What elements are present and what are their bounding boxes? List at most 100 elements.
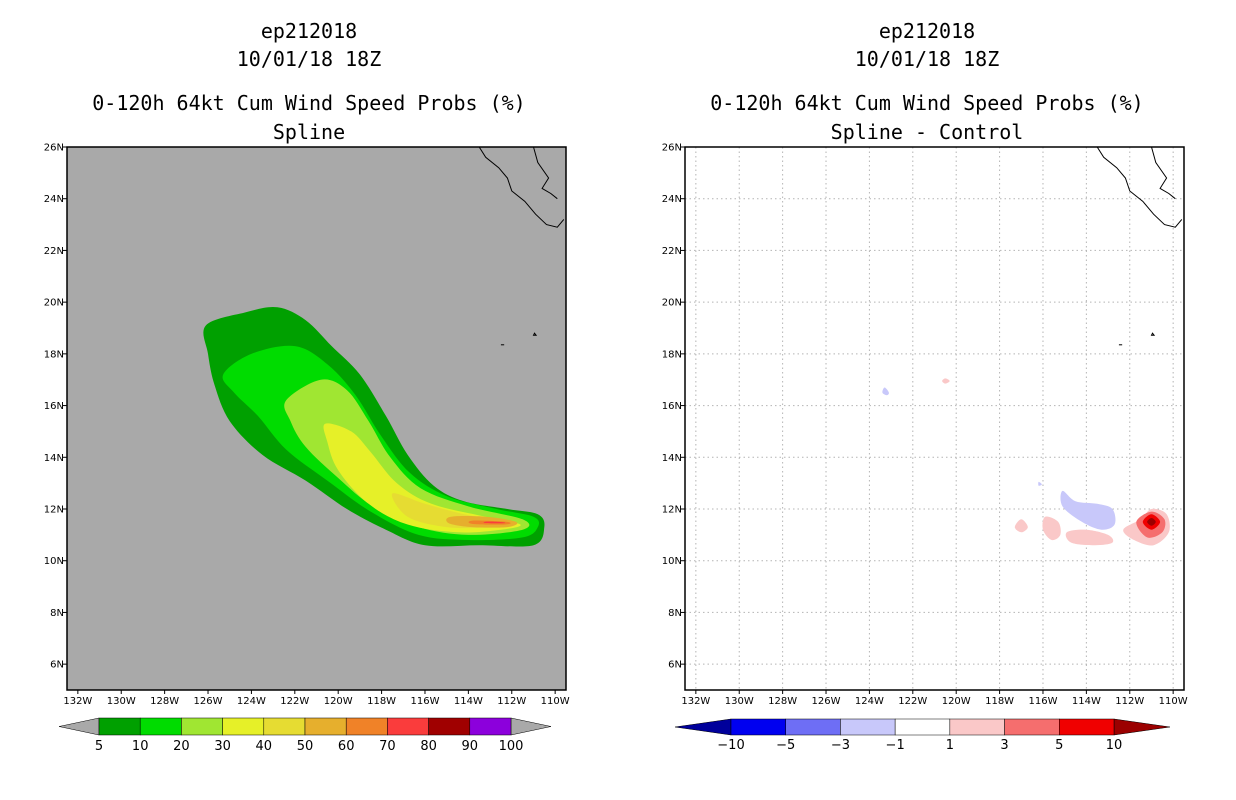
- y-tick-label-8N: 8N: [50, 608, 64, 619]
- contour--1-1: [882, 387, 889, 396]
- colorbar-label-4: 1: [946, 738, 954, 753]
- colorbar-label-4: 40: [256, 739, 273, 754]
- left-coastline: [478, 147, 565, 346]
- y-tick-label-26N: 26N: [44, 143, 64, 154]
- left-map: [67, 147, 566, 690]
- y-tick-label-6N: 6N: [50, 660, 64, 671]
- x-tick-label-114W: 114W: [454, 696, 483, 707]
- y-tick-label-6N: 6N: [668, 660, 682, 671]
- colorbar-swatch-7: [1059, 718, 1115, 736]
- left-map-frame: [66, 146, 567, 691]
- colorbar-swatch-0: [98, 717, 141, 736]
- y-tick-label-20N: 20N: [44, 298, 64, 309]
- colorbar-label-3: 30: [214, 739, 231, 754]
- right-colorbar: −10 −5 −3 −1 1 3 5 10: [674, 718, 1171, 753]
- y-tick-label-8N: 8N: [668, 608, 682, 619]
- left-subtitle: Spline: [273, 120, 345, 144]
- colorbar-swatch-4: [263, 717, 306, 736]
- contour-1-4: [1042, 516, 1061, 541]
- x-tick-label-118W: 118W: [367, 696, 396, 707]
- colorbar-label-6: 60: [338, 739, 355, 754]
- left-colorbar: 5 10 20 30 40 50 60 70 80 90 100: [58, 717, 552, 754]
- right-title: 0-120h 64kt Cum Wind Speed Probs (%): [710, 91, 1143, 115]
- x-tick-label-120W: 120W: [324, 696, 353, 707]
- contour-1-5: [1065, 529, 1114, 546]
- right-x-ticks: 132W 130W 128W 126W 124W 122W 120W 118W 116W 114W…: [681, 690, 1188, 707]
- colorbar-label-6: 5: [1055, 738, 1063, 753]
- y-tick-label-22N: 22N: [662, 246, 682, 257]
- x-tick-label-122W: 122W: [898, 696, 927, 707]
- y-tick-label-22N: 22N: [44, 246, 64, 257]
- colorbar-swatch-6: [345, 717, 388, 736]
- colorbar-label-7: 10: [1106, 738, 1123, 753]
- right-datetime: 10/01/18 18Z: [855, 47, 1000, 71]
- x-tick-label-132W: 132W: [63, 696, 92, 707]
- colorbar-right-arrow: [1113, 718, 1171, 736]
- x-tick-label-122W: 122W: [280, 696, 309, 707]
- colorbar-left-arrow: [58, 717, 100, 736]
- contour-70-7: [483, 521, 506, 524]
- x-tick-label-128W: 128W: [768, 696, 797, 707]
- mainland-coastline: [533, 147, 558, 200]
- colorbar-swatch-4: [894, 718, 951, 736]
- colorbar-swatch-9: [469, 717, 512, 736]
- x-tick-label-114W: 114W: [1072, 696, 1101, 707]
- y-tick-label-16N: 16N: [44, 401, 64, 412]
- x-tick-label-116W: 116W: [1028, 696, 1057, 707]
- y-tick-label-16N: 16N: [662, 401, 682, 412]
- colorbar-label-2: −3: [831, 738, 850, 753]
- x-tick-label-132W: 132W: [681, 696, 710, 707]
- x-tick-label-116W: 116W: [410, 696, 439, 707]
- right-coastline: [1096, 147, 1183, 346]
- colorbar-label-8: 80: [420, 739, 437, 754]
- contour-1-7: [942, 378, 950, 384]
- baja-coastline: [478, 147, 565, 228]
- x-tick-label-130W: 130W: [725, 696, 754, 707]
- y-tick-label-26N: 26N: [662, 143, 682, 154]
- colorbar-label-1: 10: [132, 739, 149, 754]
- colorbar-label-5: 3: [1000, 738, 1008, 753]
- colorbar-swatch-1: [730, 718, 786, 736]
- left-title: 0-120h 64kt Cum Wind Speed Probs (%): [92, 91, 525, 115]
- colorbar-label-10: 100: [499, 739, 524, 754]
- y-tick-label-10N: 10N: [44, 556, 64, 567]
- right-panel: ep212018 10/01/18 18Z 0-120h 64kt Cum Wi…: [662, 19, 1188, 753]
- colorbar-label-7: 70: [379, 739, 396, 754]
- colorbar-swatch-2: [785, 718, 841, 736]
- contour--1-0: [1060, 490, 1116, 530]
- colorbar-swatch-7: [387, 717, 429, 736]
- colorbar-swatch-2: [181, 717, 223, 736]
- socorro-island: [532, 332, 538, 336]
- x-tick-label-112W: 112W: [1115, 696, 1144, 707]
- x-tick-label-130W: 130W: [107, 696, 136, 707]
- colorbar-right-arrow: [510, 717, 552, 736]
- left-x-ticks: 132W 130W 128W 126W 124W 122W 120W 118W 116W 114W…: [63, 690, 570, 707]
- contour--1-2: [1038, 481, 1042, 486]
- y-tick-label-24N: 24N: [662, 194, 682, 205]
- colorbar-swatch-1: [139, 717, 182, 736]
- contour-1-3: [1014, 519, 1028, 533]
- y-tick-label-14N: 14N: [44, 453, 64, 464]
- x-tick-label-126W: 126W: [194, 696, 223, 707]
- left-storm-id: ep212018: [261, 19, 357, 43]
- right-contours: [882, 378, 1170, 546]
- baja-coastline: [1096, 147, 1183, 228]
- left-y-ticks: 6N 8N 10N 12N 14N 16N 18N 20N 22N 24N 26N: [44, 143, 67, 671]
- colorbar-label-0: 5: [95, 739, 103, 754]
- x-tick-label-110W: 110W: [541, 696, 570, 707]
- colorbar-swatch-5: [949, 718, 1005, 736]
- x-tick-label-112W: 112W: [497, 696, 526, 707]
- right-subtitle: Spline - Control: [831, 120, 1024, 144]
- colorbar-label-5: 50: [297, 739, 314, 754]
- right-y-ticks: 6N 8N 10N 12N 14N 16N 18N 20N 22N 24N 26N: [662, 143, 685, 671]
- socorro-island: [1150, 332, 1156, 336]
- contour-30-3: [323, 423, 521, 533]
- colorbar-label-3: −1: [886, 738, 905, 753]
- y-tick-label-10N: 10N: [662, 556, 682, 567]
- right-map: [685, 147, 1184, 690]
- x-tick-label-118W: 118W: [985, 696, 1014, 707]
- right-map-background: [685, 147, 1184, 690]
- colorbar-swatch-5: [304, 717, 347, 736]
- y-tick-label-18N: 18N: [662, 349, 682, 360]
- right-storm-id: ep212018: [879, 19, 975, 43]
